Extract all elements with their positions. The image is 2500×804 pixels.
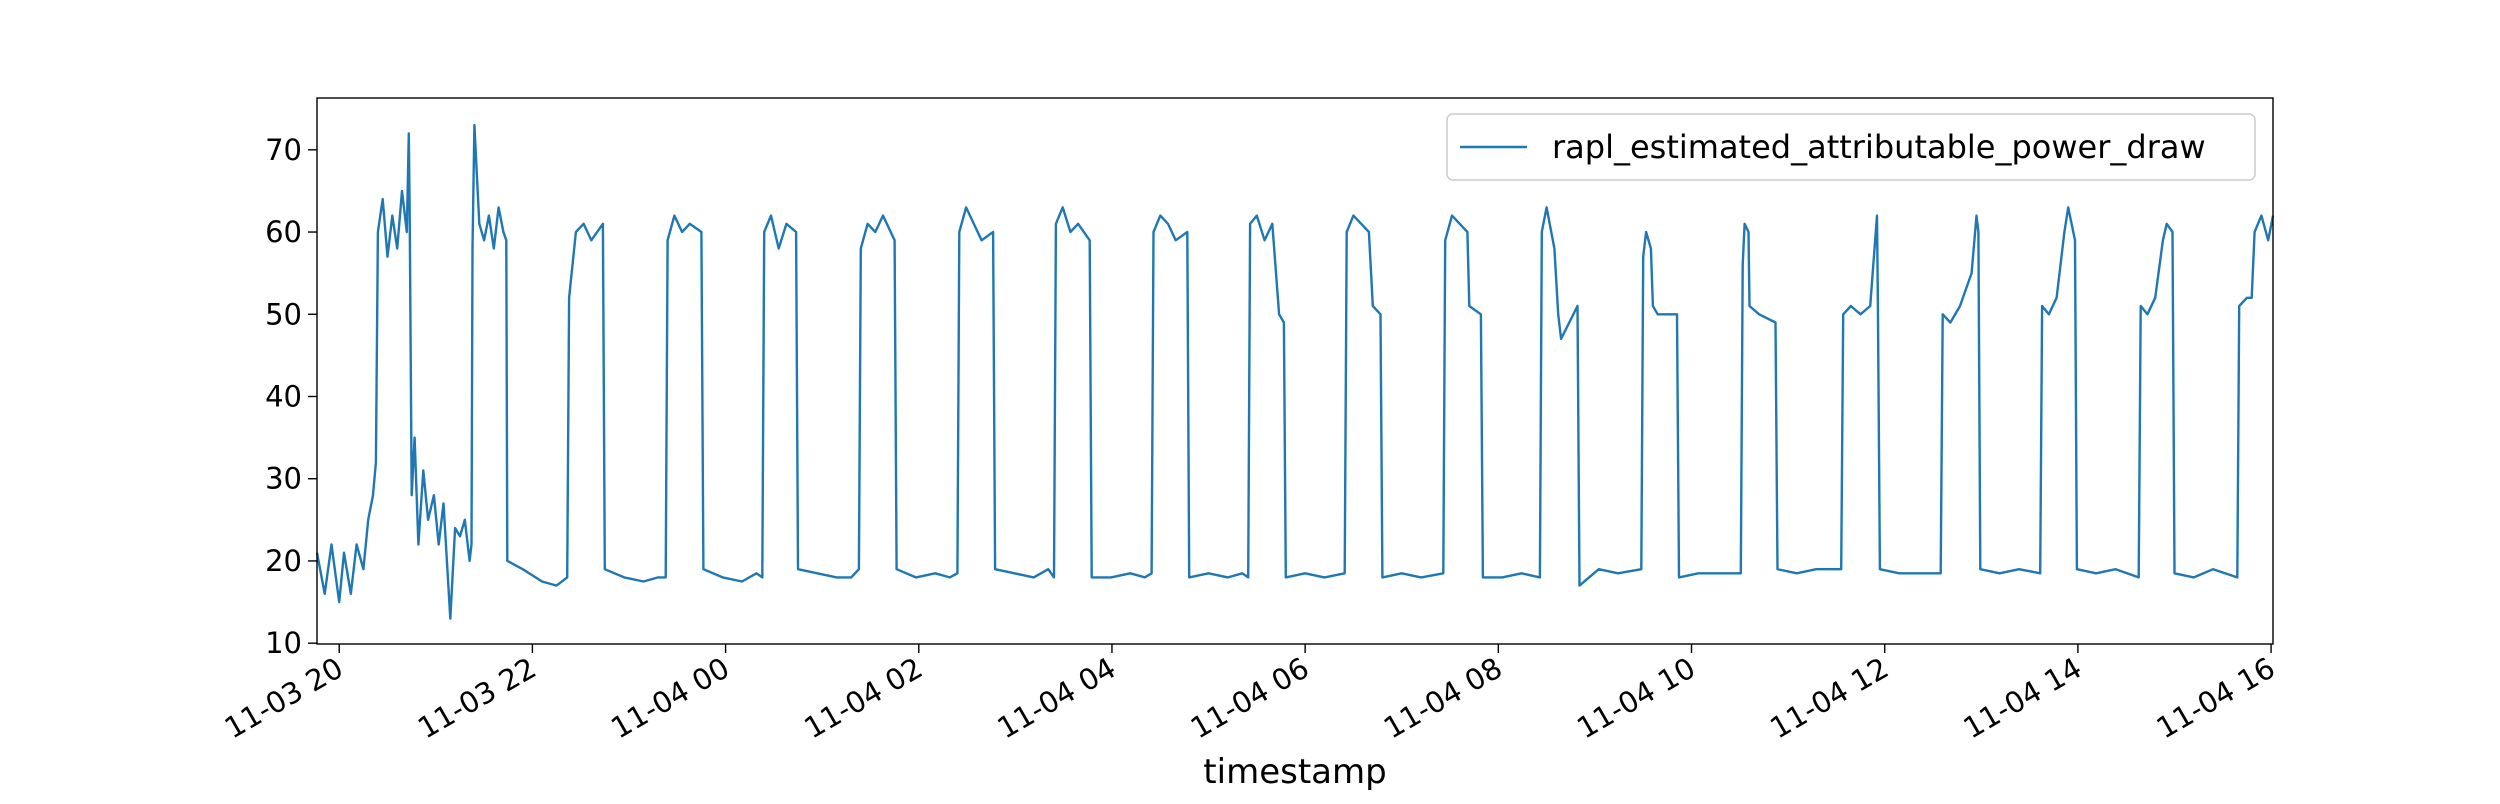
legend-box	[1446, 113, 2256, 181]
x-axis-label: timestamp	[1203, 752, 1386, 792]
y-tick-label: 70	[265, 133, 302, 167]
x-tick-label: 11-04 02	[798, 651, 928, 746]
y-tick-label: 50	[265, 297, 302, 331]
x-tick-label: 11-04 06	[1185, 651, 1315, 746]
y-tick-label: 20	[265, 544, 302, 578]
plot-frame	[316, 97, 2274, 645]
x-tick-label: 11-04 10	[1571, 651, 1701, 746]
x-tick-label: 11-04 04	[992, 651, 1122, 746]
y-tick-label: 60	[265, 215, 302, 249]
legend-label: rapl_estimated_attributable_power_draw	[1552, 128, 2206, 166]
x-tick-label: 11-04 12	[1764, 651, 1894, 746]
x-tick-label: 11-04 08	[1378, 651, 1508, 746]
y-tick-label: 30	[265, 462, 302, 496]
y-tick-label: 10	[265, 626, 302, 660]
x-tick-label: 11-03 22	[412, 651, 542, 746]
x-tick-label: 11-04 16	[2151, 651, 2281, 746]
x-tick-label: 11-04 14	[1957, 651, 2087, 746]
x-tick-label: 11-03 20	[219, 651, 349, 746]
series-line	[315, 123, 2275, 620]
y-tick-label: 40	[265, 379, 302, 413]
legend: rapl_estimated_attributable_power_draw	[1446, 113, 2256, 181]
x-tick-label: 11-04 00	[605, 651, 735, 746]
